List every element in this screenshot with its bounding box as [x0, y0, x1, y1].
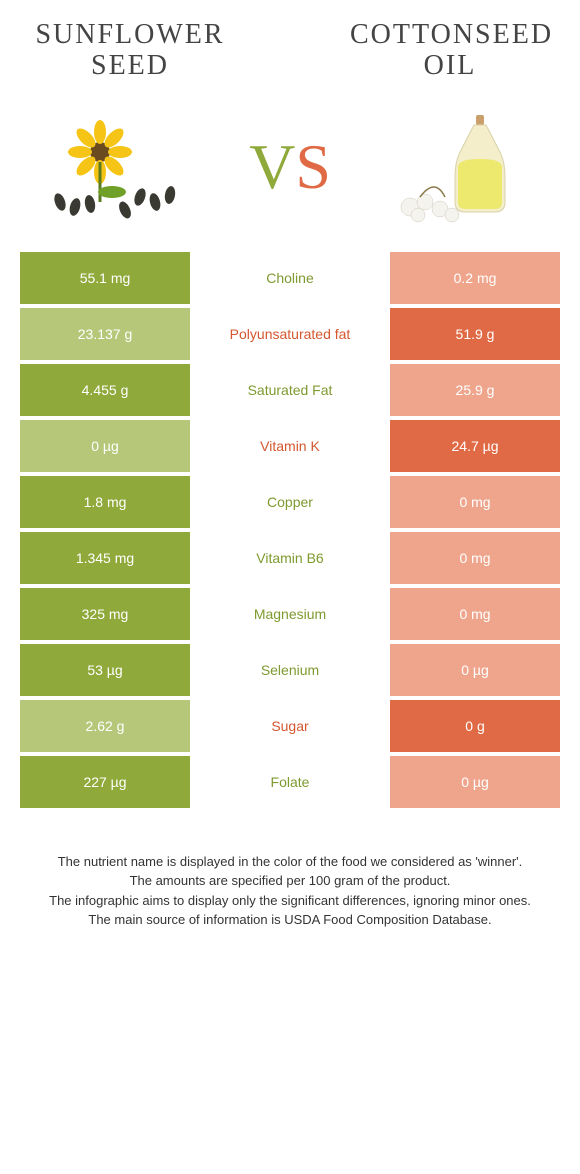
right-value: 24.7 µg — [390, 420, 560, 472]
nutrient-label: Copper — [190, 476, 390, 528]
nutrient-label: Vitamin B6 — [190, 532, 390, 584]
left-value: 2.62 g — [20, 700, 190, 752]
nutrient-label: Choline — [190, 252, 390, 304]
left-value: 23.137 g — [20, 308, 190, 360]
left-value: 227 µg — [20, 756, 190, 808]
table-row: 227 µgFolate0 µg — [20, 756, 560, 808]
right-value: 0 mg — [390, 476, 560, 528]
table-row: 53 µgSelenium0 µg — [20, 644, 560, 696]
nutrient-label: Sugar — [190, 700, 390, 752]
left-value: 1.345 mg — [20, 532, 190, 584]
right-title: Cottonseed oil — [350, 20, 550, 82]
right-value: 0 mg — [390, 588, 560, 640]
left-value: 55.1 mg — [20, 252, 190, 304]
header: Sunflower seed Cottonseed oil — [0, 0, 580, 92]
nutrient-label: Selenium — [190, 644, 390, 696]
right-value: 0 µg — [390, 756, 560, 808]
vs-label: VS — [249, 130, 331, 204]
right-value: 51.9 g — [390, 308, 560, 360]
table-row: 325 mgMagnesium0 mg — [20, 588, 560, 640]
footer-line-1: The nutrient name is displayed in the co… — [25, 852, 555, 872]
comparison-table: 55.1 mgCholine0.2 mg23.137 gPolyunsatura… — [0, 252, 580, 808]
left-value: 325 mg — [20, 588, 190, 640]
footer: The nutrient name is displayed in the co… — [0, 812, 580, 960]
footer-line-2: The amounts are specified per 100 gram o… — [25, 871, 555, 891]
right-value: 0 g — [390, 700, 560, 752]
footer-line-4: The main source of information is USDA F… — [25, 910, 555, 930]
image-row: VS — [0, 92, 580, 252]
right-value: 0.2 mg — [390, 252, 560, 304]
table-row: 2.62 gSugar0 g — [20, 700, 560, 752]
nutrient-label: Magnesium — [190, 588, 390, 640]
right-value: 0 µg — [390, 644, 560, 696]
left-value: 53 µg — [20, 644, 190, 696]
oil-image — [380, 107, 550, 227]
left-value: 0 µg — [20, 420, 190, 472]
nutrient-label: Folate — [190, 756, 390, 808]
nutrient-label: Polyunsaturated fat — [190, 308, 390, 360]
vs-v: V — [249, 131, 295, 202]
sunflower-image — [30, 107, 200, 227]
left-value: 4.455 g — [20, 364, 190, 416]
left-value: 1.8 mg — [20, 476, 190, 528]
table-row: 1.8 mgCopper0 mg — [20, 476, 560, 528]
nutrient-label: Vitamin K — [190, 420, 390, 472]
vs-s: S — [295, 131, 331, 202]
left-title: Sunflower seed — [30, 20, 230, 82]
table-row: 1.345 mgVitamin B60 mg — [20, 532, 560, 584]
table-row: 55.1 mgCholine0.2 mg — [20, 252, 560, 304]
footer-line-3: The infographic aims to display only the… — [25, 891, 555, 911]
right-value: 0 mg — [390, 532, 560, 584]
table-row: 23.137 gPolyunsaturated fat51.9 g — [20, 308, 560, 360]
table-row: 0 µgVitamin K24.7 µg — [20, 420, 560, 472]
nutrient-label: Saturated Fat — [190, 364, 390, 416]
table-row: 4.455 gSaturated Fat25.9 g — [20, 364, 560, 416]
right-value: 25.9 g — [390, 364, 560, 416]
